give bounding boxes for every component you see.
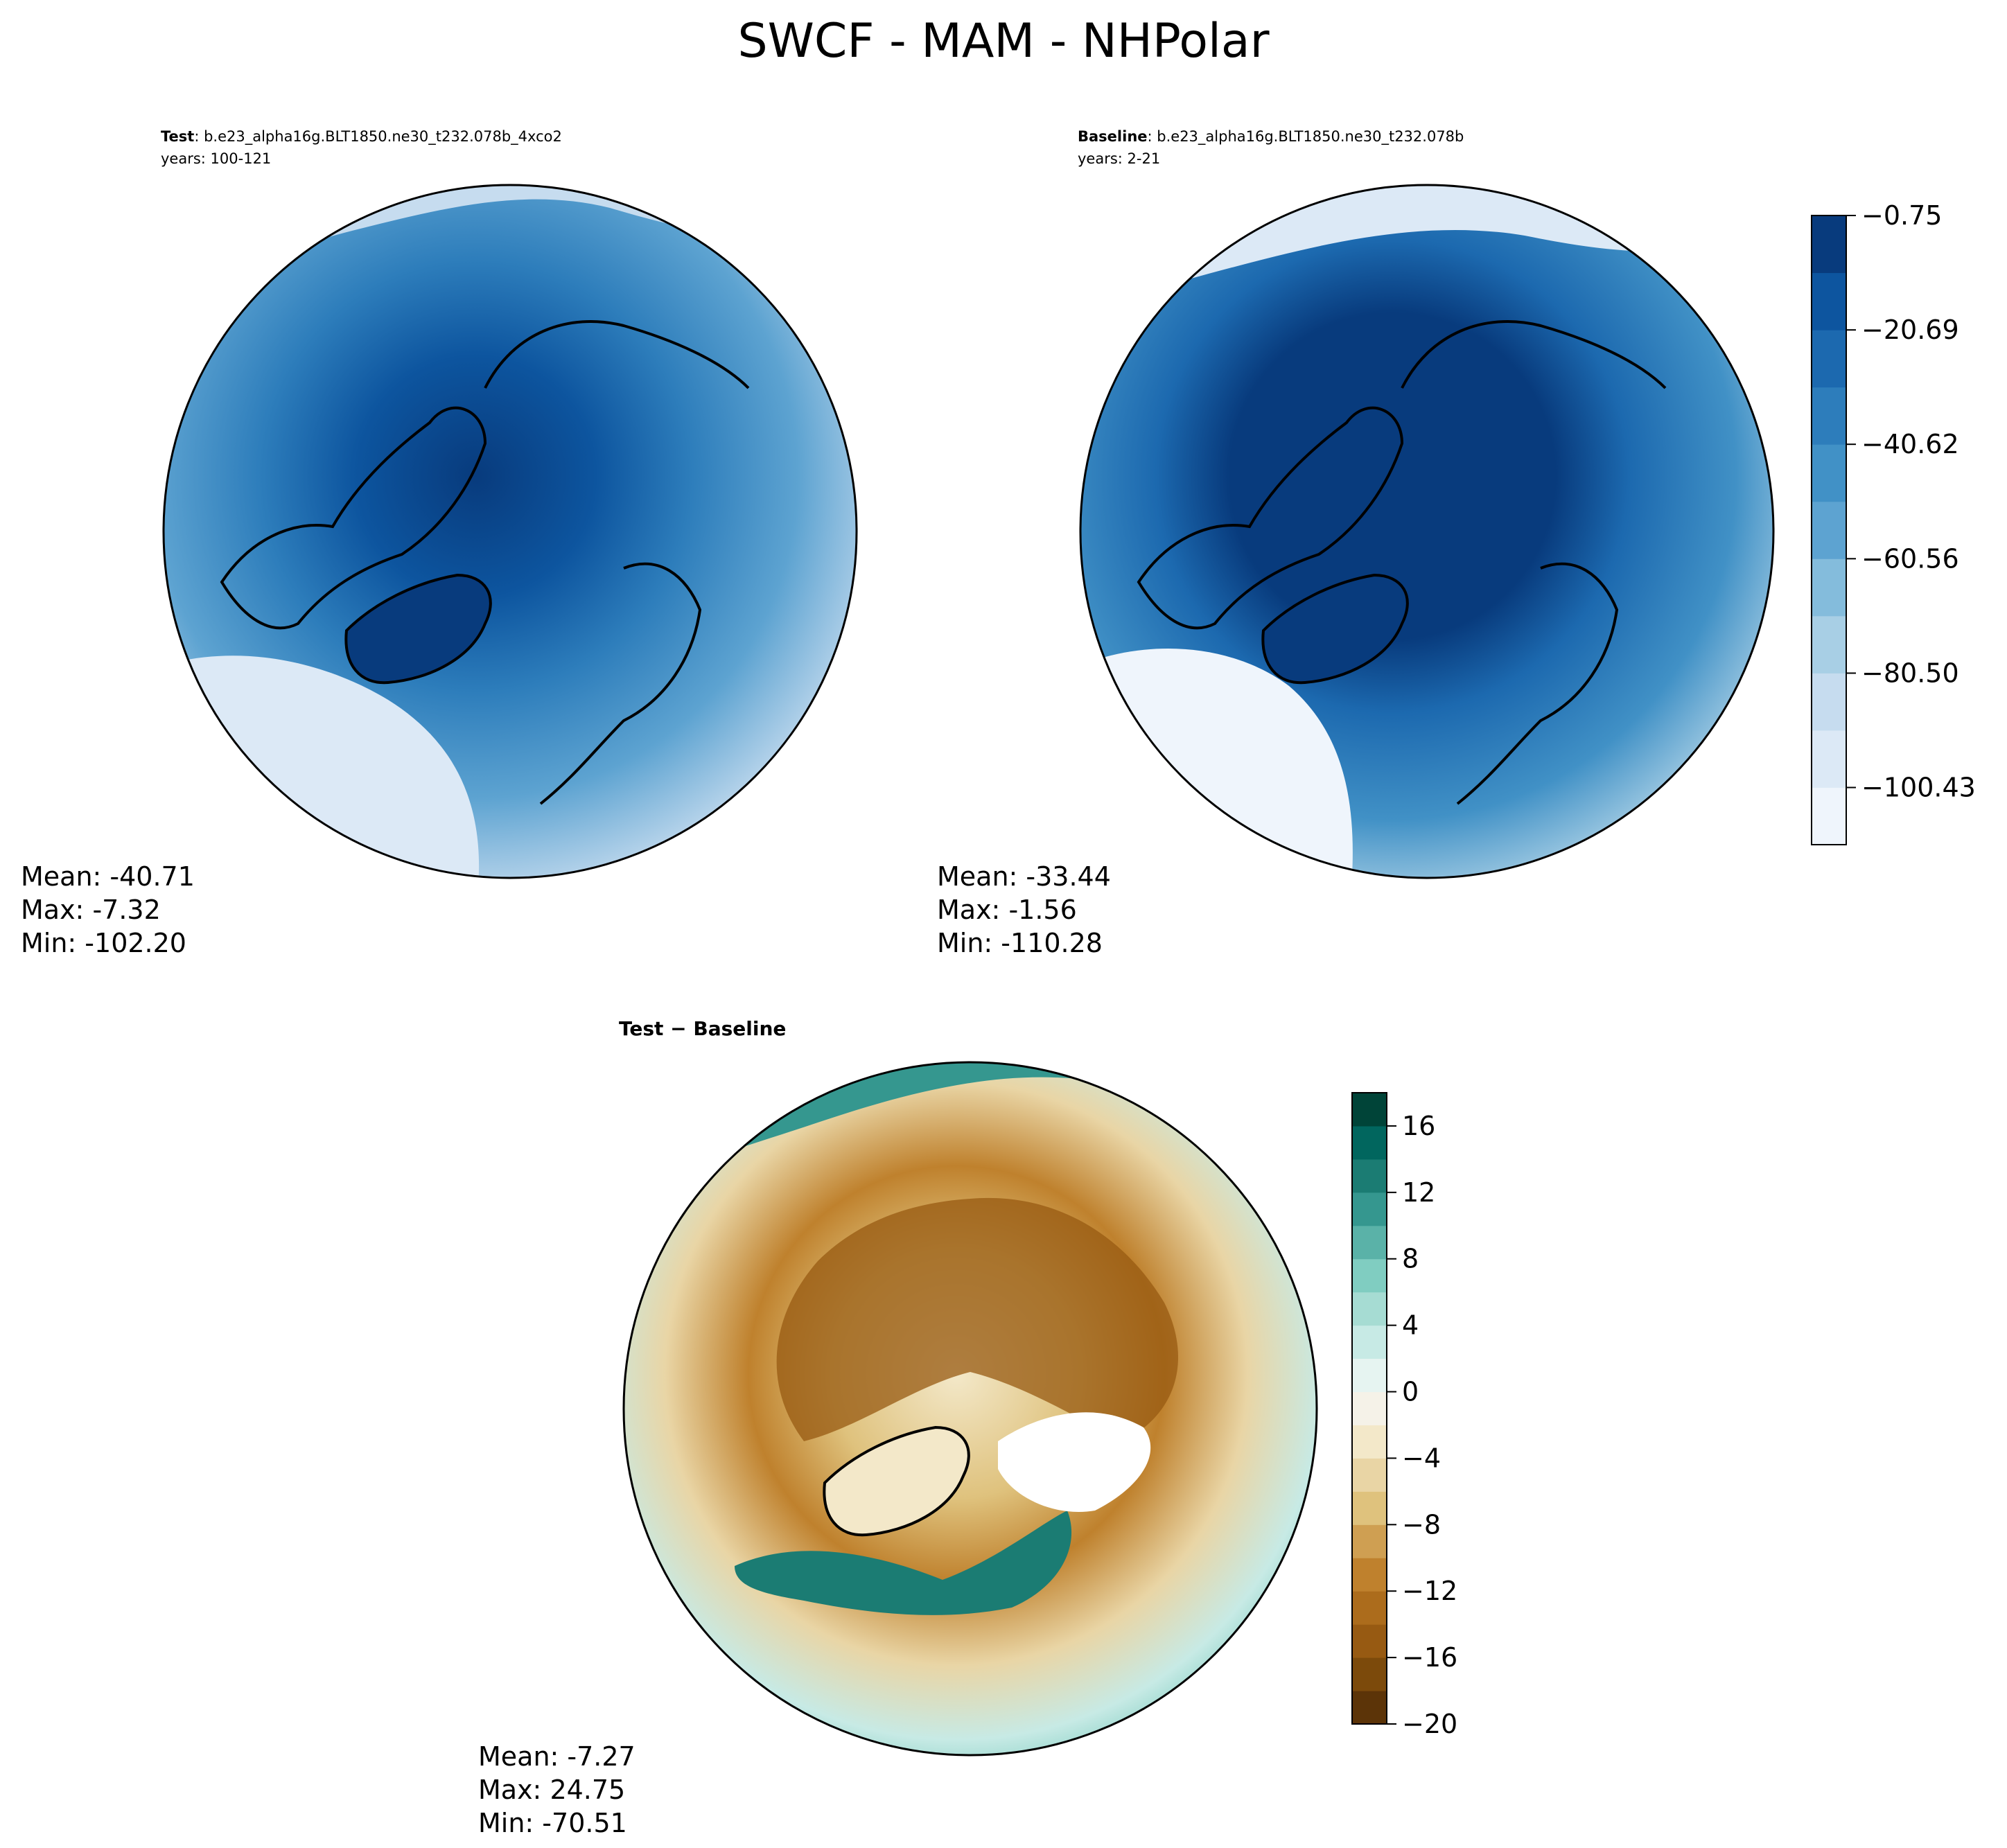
brown-teal-segment (1352, 1524, 1387, 1558)
blues-segment (1812, 501, 1846, 559)
diff-map-boundary (622, 1061, 1318, 1757)
brown-teal-segment (1352, 1491, 1387, 1525)
brown-teal-segment (1352, 1292, 1387, 1326)
diff-greenland (823, 1425, 970, 1537)
blues-tick-label: −20.69 (1861, 315, 1959, 345)
blues-segment (1812, 558, 1846, 617)
diff-high-atlantic (735, 1511, 1072, 1615)
blues-segment (1812, 272, 1846, 331)
diff-field (624, 1062, 1317, 1755)
diff-mean: Mean: -7.27 (478, 1741, 636, 1772)
blues-segment (1812, 673, 1846, 731)
brown-teal-tick-label: −4 (1402, 1443, 1441, 1473)
diff-strong-low (776, 1197, 1178, 1441)
diff-min: Min: -70.51 (478, 1808, 627, 1838)
brown-teal-tick-label: 12 (1402, 1177, 1435, 1208)
blues-segment (1812, 215, 1846, 274)
brown-teal-segment (1352, 1225, 1387, 1260)
brown-teal-tick-label: −20 (1402, 1709, 1457, 1739)
blues-segment (1812, 387, 1846, 445)
baseline-years: years: 2-21 (1078, 150, 1160, 167)
diff-ice-free (998, 1412, 1151, 1512)
test-map (164, 185, 857, 878)
blues-tick-label: −80.50 (1861, 658, 1959, 688)
diff-label: Test − Baseline (619, 1017, 786, 1040)
brown-teal-segment (1352, 1591, 1387, 1625)
brown-teal-tick-label: 0 (1402, 1377, 1419, 1407)
brown-teal-segment (1352, 1192, 1387, 1226)
blues-segment (1812, 787, 1846, 845)
brown-teal-tick-label: −8 (1402, 1509, 1441, 1540)
brown-teal-segment (1352, 1425, 1387, 1459)
colorbar-diff: 16 12 8 4 0 −4 −8 −12 −16 −20 (1351, 1092, 1457, 1739)
baseline-label-bold: Baseline (1078, 128, 1148, 145)
diff-map (624, 1062, 1317, 1755)
brown-teal-segment (1352, 1093, 1387, 1127)
baseline-label-case: : b.e23_alpha16g.BLT1850.ne30_t232.078b (1148, 128, 1464, 146)
baseline-map (1080, 185, 1773, 878)
baseline-map-boundary (1079, 184, 1775, 879)
blues-segment (1812, 444, 1846, 502)
brown-teal-tick-label: 16 (1402, 1111, 1435, 1141)
panel-diff: Test − Baseline (619, 1017, 1318, 1757)
baseline-max: Max: -1.56 (937, 895, 1077, 925)
brown-teal-tick-label: 8 (1402, 1244, 1419, 1274)
brown-teal-segment (1352, 1391, 1387, 1425)
baseline-mean: Mean: -33.44 (937, 861, 1111, 892)
figure-title: SWCF - MAM - NHPolar (737, 14, 1269, 69)
colorbar-blues: −0.75 −20.69 −40.62 −60.56 −80.50 −100.43 (1811, 200, 1976, 845)
brown-teal-segment (1352, 1358, 1387, 1393)
test-greenland (344, 573, 492, 685)
brown-teal-segment (1352, 1125, 1387, 1160)
brown-teal-segment (1352, 1458, 1387, 1492)
test-mean: Mean: -40.71 (21, 861, 195, 892)
colorbar-diff-ticks: 16 12 8 4 0 −4 −8 −12 −16 −20 (1387, 1111, 1457, 1739)
baseline-min: Min: -110.28 (937, 928, 1103, 958)
baseline-eurasia (1401, 320, 1667, 805)
colorbar-diff-segments (1352, 1093, 1387, 1725)
panel-baseline: Baseline: b.e23_alpha16g.BLT1850.ne30_t2… (1078, 128, 1775, 879)
blues-segment (1812, 615, 1846, 674)
brown-teal-segment (1352, 1657, 1387, 1691)
colorbar-blues-frame (1811, 215, 1847, 845)
colorbar-blues-ticks: −0.75 −20.69 −40.62 −60.56 −80.50 −100.43 (1846, 200, 1976, 803)
blues-tick-label: −60.56 (1861, 543, 1959, 574)
brown-teal-segment (1352, 1325, 1387, 1359)
test-min: Min: -102.20 (21, 928, 186, 958)
baseline-north-america (1137, 406, 1404, 630)
test-max: Max: -7.32 (21, 895, 161, 925)
brown-teal-tick-label: −16 (1402, 1642, 1457, 1673)
brown-teal-segment (1352, 1159, 1387, 1193)
test-years: years: 100-121 (161, 150, 271, 167)
test-map-boundary (162, 184, 858, 879)
blues-segment (1812, 330, 1846, 388)
test-label-case: : b.e23_alpha16g.BLT1850.ne30_t232.078b_… (194, 128, 562, 146)
test-eurasia (484, 320, 750, 805)
brown-teal-segment (1352, 1258, 1387, 1293)
colorbar-blues-segments (1812, 215, 1846, 845)
brown-teal-segment (1352, 1624, 1387, 1658)
colorbar-diff-frame (1351, 1092, 1387, 1725)
blues-segment (1812, 730, 1846, 788)
panel-test: Test: b.e23_alpha16g.BLT1850.ne30_t232.0… (161, 128, 858, 879)
test-north-america (220, 406, 487, 630)
blues-tick-label: −0.75 (1861, 200, 1942, 231)
baseline-label: Baseline: b.e23_alpha16g.BLT1850.ne30_t2… (1078, 128, 1464, 146)
diff-max: Max: 24.75 (478, 1775, 625, 1805)
brown-teal-tick-label: −12 (1402, 1576, 1457, 1606)
baseline-greenland (1261, 573, 1409, 685)
brown-teal-tick-label: 4 (1402, 1310, 1419, 1341)
brown-teal-segment (1352, 1558, 1387, 1592)
test-label-bold: Test (161, 128, 194, 145)
blues-tick-label: −100.43 (1861, 773, 1976, 803)
test-label: Test: b.e23_alpha16g.BLT1850.ne30_t232.0… (161, 128, 562, 146)
brown-teal-segment (1352, 1691, 1387, 1725)
blues-tick-label: −40.62 (1861, 429, 1959, 459)
